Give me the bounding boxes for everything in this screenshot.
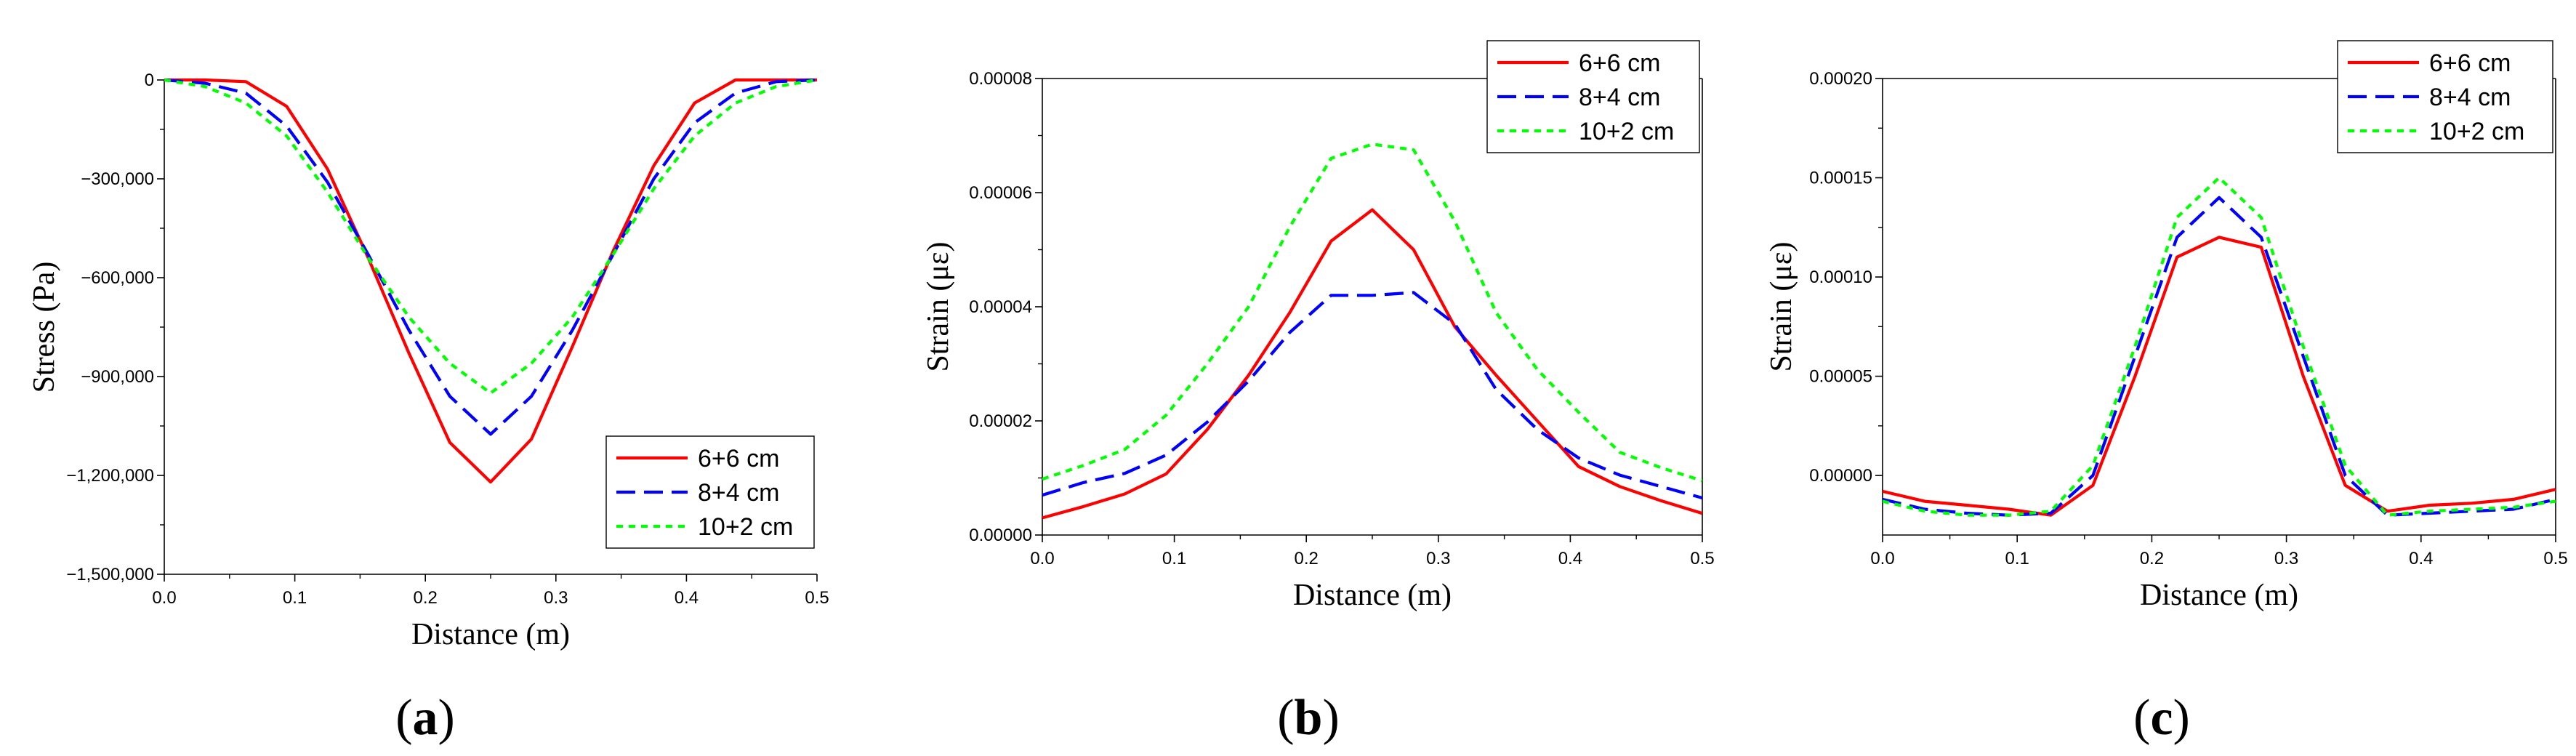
legend-label: 10+2 cm (2429, 118, 2524, 145)
panel-label-letter: a (413, 690, 438, 746)
x-tick-label: 0.5 (805, 588, 829, 608)
panel-label-open: ( (1277, 690, 1294, 746)
legend-label: 8+4 cm (698, 479, 779, 507)
x-tick-label: 0.1 (1162, 549, 1186, 568)
y-tick-label: 0.00006 (969, 183, 1032, 203)
series-line-8-4-cm (164, 78, 817, 436)
y-tick-label: 0.00008 (969, 69, 1032, 89)
y-tick-label: −900,000 (81, 367, 154, 387)
x-tick-label: 0.4 (2409, 549, 2433, 568)
legend-label: 8+4 cm (1579, 84, 1660, 111)
y-tick-label: −300,000 (81, 169, 154, 189)
y-tick-label: 0 (145, 71, 154, 90)
chart-panel-a: 0.0 0.1 0.2 0.3 0.4 0.5 0 −300,000 −600,000 −900,… (28, 71, 829, 746)
legend-box (605, 435, 815, 549)
series-line-6-6-cm (1883, 236, 2556, 517)
chart-panel-c: 0.0 0.1 0.2 0.3 0.4 0.5 0.00000 0.00005 0.00010 0… (1765, 40, 2568, 746)
x-tick-label: 0.1 (2005, 549, 2029, 568)
panel-label-letter: b (1295, 690, 1323, 746)
y-tick-label: 0.00010 (1809, 268, 1872, 287)
x-tick-label: 0.1 (283, 588, 307, 608)
legend: 6+6 cm 8+4 cm 10+2 cm (1486, 40, 1700, 153)
y-tick-label: 0.00004 (969, 297, 1032, 317)
y-axis-title: Stress (Pa) (28, 262, 61, 393)
panel-label-close: ) (438, 690, 455, 746)
x-tick-label: 0.0 (1870, 549, 1894, 568)
y-tick-label: −1,500,000 (66, 565, 154, 584)
x-axis-title: Distance (m) (1293, 579, 1452, 612)
series-line-8-4-cm (1883, 196, 2556, 517)
x-tick-label: 0.4 (675, 588, 699, 608)
y-tick-label: 0.00000 (969, 526, 1032, 545)
y-tick-label: 0.00020 (1809, 69, 1872, 89)
panel-label: (a) (395, 690, 455, 746)
series-line-6-6-cm (164, 78, 817, 484)
y-tick-label: 0.00000 (1809, 466, 1872, 486)
x-tick-label: 0.2 (2140, 549, 2164, 568)
x-axis-title: Distance (m) (411, 618, 570, 651)
legend-label: 6+6 cm (2429, 49, 2511, 77)
legend-label: 10+2 cm (1579, 118, 1674, 145)
series-line-6-6-cm (1042, 208, 1702, 520)
y-axis-title: Strain (με) (1765, 242, 1798, 372)
panel-label-letter: c (2150, 690, 2173, 746)
x-tick-label: 0.2 (1295, 549, 1319, 568)
legend-box (1486, 40, 1700, 153)
x-tick-label: 0.2 (414, 588, 438, 608)
x-tick-label: 0.4 (1558, 549, 1582, 568)
y-tick-label: 0.00015 (1809, 169, 1872, 188)
legend-label: 6+6 cm (698, 445, 779, 472)
x-tick-label: 0.0 (152, 588, 176, 608)
chart-panel-b: 0.0 0.1 0.2 0.3 0.4 0.5 0.00000 0.00002 0.00004 0… (922, 40, 1715, 746)
x-tick-label: 0.3 (2274, 549, 2298, 568)
y-axis-title: Strain (με) (922, 242, 955, 372)
panel-label-open: ( (395, 690, 412, 746)
legend-box (2337, 40, 2553, 153)
panel-label: (c) (2133, 690, 2190, 746)
legend: 6+6 cm 8+4 cm 10+2 cm (2337, 40, 2553, 153)
panel-label-open: ( (2133, 690, 2150, 746)
legend-label: 6+6 cm (1579, 49, 1660, 77)
x-tick-label: 0.5 (1690, 549, 1714, 568)
y-tick-label: −600,000 (81, 268, 154, 288)
x-tick-label: 0.3 (544, 588, 568, 608)
y-tick-label: 0.00002 (969, 411, 1032, 431)
x-tick-label: 0.0 (1030, 549, 1054, 568)
series-line-8-4-cm (1042, 291, 1702, 500)
series-line-10-2-cm (1883, 176, 2556, 517)
panel-label: (b) (1277, 690, 1340, 746)
series-line-10-2-cm (1042, 142, 1702, 483)
y-tick-label: 0.00005 (1809, 367, 1872, 387)
x-axis-title: Distance (m) (2140, 579, 2298, 612)
x-tick-label: 0.5 (2543, 549, 2567, 568)
series-line-10-2-cm (164, 78, 817, 395)
legend: 6+6 cm 8+4 cm 10+2 cm (605, 435, 815, 549)
legend-label: 10+2 cm (698, 513, 793, 541)
x-tick-label: 0.3 (1426, 549, 1450, 568)
y-tick-label: −1,200,000 (66, 466, 154, 486)
panel-label-close: ) (1322, 690, 1339, 746)
legend-label: 8+4 cm (2429, 84, 2511, 111)
panel-label-close: ) (2173, 690, 2190, 746)
